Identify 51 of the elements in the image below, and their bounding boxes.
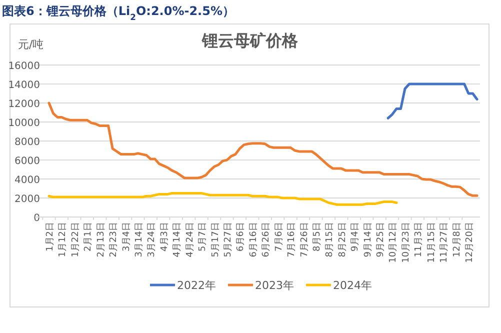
- x-tick-label: 3月4日: [122, 222, 132, 252]
- y-tick-label: 6000: [14, 156, 40, 167]
- y-tick-label: 4000: [14, 175, 40, 186]
- y-tick-label: 12000: [8, 99, 40, 110]
- x-tick-label: 11月27日: [440, 222, 450, 263]
- legend-label: 2022年: [177, 279, 216, 292]
- x-tick-label: 3月24日: [147, 222, 158, 258]
- x-tick-label: 6月26日: [262, 222, 272, 258]
- legend-label: 2024年: [333, 279, 372, 292]
- line-series: [386, 82, 478, 120]
- x-tick-label: 6月16日: [248, 222, 259, 258]
- chart-subtitle: 锂云母矿价格: [201, 31, 299, 50]
- x-tick-label: 2月23日: [109, 222, 120, 258]
- x-tick-label: 6月6日: [236, 222, 246, 252]
- x-tick-label: 11月15日: [426, 222, 437, 263]
- x-tick-label: 9月4日: [350, 222, 361, 252]
- x-tick-label: 4月3日: [160, 222, 170, 252]
- y-tick-label: 10000: [8, 118, 40, 129]
- x-tick-label: 5月17日: [210, 222, 221, 258]
- y-tick-label: 2000: [14, 194, 40, 205]
- x-tick-label: 11月3日: [414, 222, 424, 258]
- x-tick-label: 1月2日: [46, 222, 56, 252]
- x-tick-label: 7月16日: [287, 222, 298, 258]
- x-tick-label: 8月25日: [338, 222, 348, 258]
- y-tick-label: 8000: [14, 137, 40, 148]
- x-tick-label: 10月12日: [388, 222, 399, 263]
- x-tick-label: 3月14日: [134, 222, 144, 258]
- x-tick-label: 4月24日: [185, 222, 196, 258]
- x-tick-label: 2月1日: [84, 222, 94, 252]
- chart-title: 图表6：锂云母价格（Li$_{2}$O:2.0%-2.5%）: [2, 4, 234, 22]
- y-tick-label: 16000: [8, 61, 40, 72]
- x-tick-label: 9月25日: [376, 222, 386, 258]
- x-tick-label: 8月5日: [312, 222, 322, 252]
- x-tick-label: 12月20日: [465, 222, 476, 263]
- x-tick-label: 12月8日: [452, 222, 462, 258]
- x-tick-label: 10月23日: [401, 222, 412, 263]
- x-tick-label: 4月14日: [172, 222, 183, 258]
- y-axis-title: 元/吨: [18, 38, 44, 51]
- x-tick-label: 1月22日: [70, 222, 81, 258]
- line-series: [48, 102, 478, 197]
- y-tick-label: 14000: [8, 80, 40, 91]
- x-tick-label: 9月14日: [363, 222, 374, 258]
- x-tick-label: 2月13日: [96, 222, 106, 258]
- x-tick-label: 8月15日: [325, 222, 336, 258]
- x-tick-label: 5月7日: [198, 222, 208, 252]
- line-series: [48, 192, 398, 206]
- x-tick-label: 7月26日: [300, 222, 310, 258]
- x-tick-label: 5月27日: [223, 222, 234, 258]
- legend-label: 2023年: [255, 279, 294, 292]
- x-tick-label: 1月12日: [58, 222, 68, 258]
- x-tick-label: 7月6日: [274, 222, 284, 252]
